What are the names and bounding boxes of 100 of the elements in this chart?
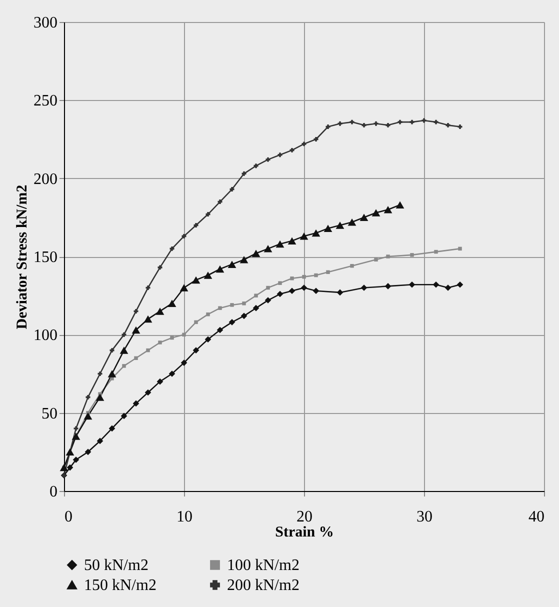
point (360, 284, 368, 291)
point (182, 332, 186, 337)
point (84, 412, 92, 420)
point (290, 276, 294, 280)
point (168, 300, 176, 308)
point (216, 265, 224, 273)
point (302, 274, 306, 279)
point (396, 201, 404, 209)
point (374, 258, 378, 262)
point (194, 222, 198, 228)
point (146, 348, 150, 352)
point (204, 336, 212, 343)
point (302, 142, 306, 146)
point (422, 118, 426, 123)
point (98, 372, 102, 376)
point (230, 187, 234, 192)
point (120, 346, 128, 354)
point (408, 281, 416, 288)
x-tick-label: 40 (528, 508, 544, 526)
y-tick-label: 0 (50, 484, 58, 500)
legend-label: 150 kN/m2 (84, 577, 156, 594)
point (386, 122, 390, 128)
point (242, 171, 246, 176)
point (384, 283, 392, 290)
point (326, 270, 330, 274)
point (410, 120, 414, 124)
point (74, 426, 78, 431)
point (336, 289, 344, 296)
point (146, 286, 150, 290)
point (266, 286, 270, 290)
point (242, 302, 246, 306)
point (72, 456, 80, 463)
point (446, 122, 450, 128)
point (96, 394, 104, 401)
y-tick-label: 200 (34, 170, 58, 188)
point (180, 360, 188, 366)
legend-label: 100 kN/m2 (227, 557, 300, 574)
point (192, 276, 200, 284)
point (314, 273, 318, 278)
point (132, 326, 140, 334)
point (180, 284, 188, 292)
point (84, 448, 92, 456)
point (216, 326, 224, 334)
y-tick-label: 150 (34, 249, 58, 266)
point (122, 364, 126, 368)
point (300, 232, 308, 240)
point (324, 224, 332, 232)
point (240, 312, 248, 320)
point (254, 294, 258, 298)
point (158, 265, 162, 270)
point (458, 246, 462, 251)
point (110, 348, 114, 353)
point (434, 120, 438, 124)
point (300, 284, 308, 291)
point (386, 254, 390, 258)
point (144, 315, 152, 323)
point (434, 250, 438, 254)
point (360, 214, 368, 222)
point (134, 356, 138, 360)
point (170, 336, 174, 340)
point (252, 304, 260, 312)
point (218, 306, 222, 310)
point (458, 124, 462, 129)
point (264, 297, 272, 304)
point (266, 157, 270, 162)
point (276, 290, 284, 298)
y-axis-title: Deviator Stress kN/m2 (14, 184, 30, 330)
point (312, 288, 320, 294)
y-tick-label: 300 (34, 14, 58, 32)
point (86, 394, 90, 400)
point (168, 370, 176, 377)
point (240, 256, 248, 264)
point (338, 121, 342, 126)
point (254, 164, 258, 168)
x-tick-label: 30 (416, 508, 432, 526)
point (108, 370, 116, 378)
point (66, 464, 74, 471)
point (348, 218, 356, 226)
y-tick-label: 250 (34, 92, 58, 110)
point (276, 240, 284, 248)
point (156, 378, 164, 385)
point (158, 340, 162, 344)
point (218, 200, 222, 204)
point (278, 281, 282, 285)
x-tick-label: 20 (296, 508, 312, 526)
point (456, 281, 464, 288)
point (120, 412, 128, 420)
point (278, 152, 282, 158)
point (432, 281, 440, 288)
point (206, 312, 210, 316)
point (60, 464, 68, 472)
point (350, 120, 354, 124)
point (314, 137, 318, 142)
point (132, 400, 140, 407)
point (362, 122, 366, 128)
x-tick-label: 0 (64, 508, 72, 526)
point (444, 284, 452, 291)
point (288, 288, 296, 294)
point (72, 432, 80, 440)
point (384, 206, 392, 214)
